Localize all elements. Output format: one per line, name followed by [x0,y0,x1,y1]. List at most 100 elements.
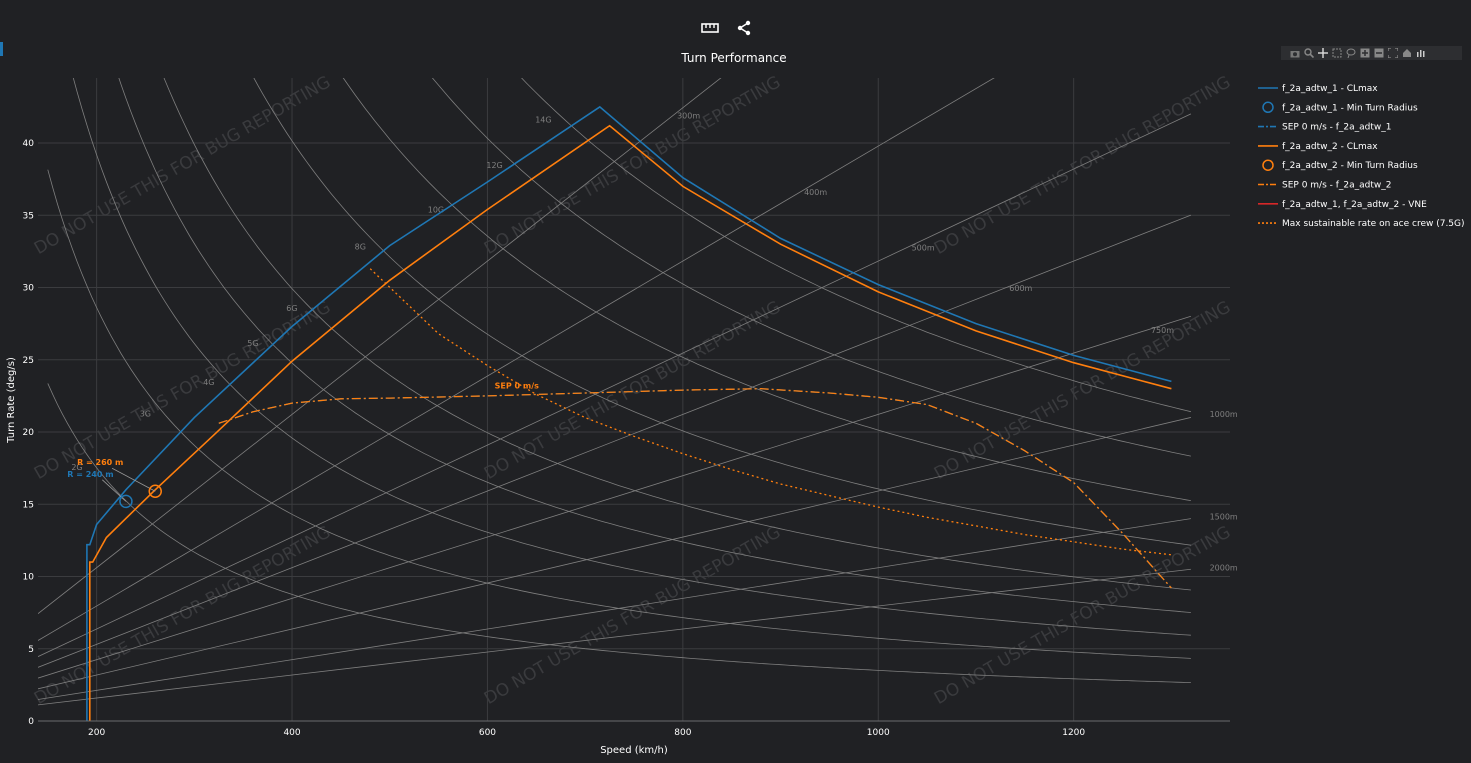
legend-label: SEP 0 m/s - f_2a_adtw_2 [1282,181,1392,191]
watermark-text: DO NOT USE THIS FOR BUG REPORTING [931,522,1234,709]
radius-iso-line [38,518,1191,700]
x-tick-label: 1200 [1062,728,1085,738]
g-iso-line [342,78,1191,501]
marker-arrow [102,479,127,502]
legend-symbol [1262,101,1274,114]
g-iso-label: 12G [486,161,502,170]
legend-item[interactable]: f_2a_adtw_1 - CLmax [1258,84,1378,94]
reset-axes-icon[interactable] [1401,48,1412,59]
zoom-icon[interactable] [1303,48,1314,59]
legend[interactable]: f_2a_adtw_1 - CLmax f_2a_adtw_1 - Min Tur… [1258,84,1465,229]
radius-iso-label: 600m [1009,284,1032,293]
g-iso-line [47,383,1191,683]
g-iso-line [431,78,1191,457]
g-iso-label: 10G [428,206,444,215]
iso-lines [38,78,1192,706]
radius-iso-line [38,78,722,614]
g-iso-label: 2G [71,463,82,472]
watermark-text: DO NOT USE THIS FOR BUG REPORTING [31,297,334,484]
series-line [89,124,1172,721]
legend-label: f_2a_adtw_2 - Min Turn Radius [1282,161,1418,171]
plotly-logo-icon[interactable] [1415,48,1426,59]
marker-label: R = 240 m [67,470,113,479]
legend-label: f_2a_adtw_1 - Min Turn Radius [1282,103,1418,113]
radius-iso-label: 400m [804,188,827,197]
lasso-icon[interactable] [1345,48,1356,59]
series-layer [86,105,1172,721]
share-icon[interactable] [734,18,754,38]
marker-label: R = 260 m [77,458,123,467]
box-select-icon[interactable] [1331,48,1342,59]
legend-item[interactable]: Max sustainable rate on ace crew (7.5G) [1258,219,1465,229]
g-iso-line [253,78,1191,546]
series-line [86,105,1172,721]
legend-label: f_2a_adtw_1 - CLmax [1282,84,1378,94]
legend-item[interactable]: f_2a_adtw_2 - CLmax [1258,142,1378,152]
legend-label: Max sustainable rate on ace crew (7.5G) [1282,219,1465,229]
g-iso-line [72,78,1191,636]
pan-icon[interactable] [1317,48,1328,59]
watermark-text: DO NOT USE THIS FOR BUG REPORTING [481,522,784,709]
radius-iso-line [38,417,1192,690]
zoom-out-icon[interactable] [1373,48,1384,59]
x-tick-label: 1000 [867,728,890,738]
watermark-layer: DO NOT USE THIS FOR BUG REPORTING DO NOT … [31,72,1234,709]
g-iso-line [163,78,1191,591]
legend-symbol [1262,159,1274,171]
min-turn-radius-marker [148,484,162,499]
plot-modebar [1281,46,1462,60]
radius-iso-label: 300m [677,111,700,120]
g-iso-label: 5G [247,339,258,348]
axes-layer: 200 400 600 800 1000 1200 0 5 10 15 20 25 30 35 40 [23,139,1230,738]
ruler-icon[interactable] [700,18,720,38]
radius-iso-line [38,214,1192,668]
y-tick-label: 10 [23,573,35,583]
legend-item[interactable]: SEP 0 m/s - f_2a_adtw_1 [1258,123,1392,133]
radius-iso-label: 1000m [1210,410,1238,419]
y-tick-label: 40 [23,139,35,149]
legend-label: SEP 0 m/s - f_2a_adtw_1 [1282,123,1392,133]
x-tick-label: 800 [674,728,691,738]
g-iso-label: 4G [203,378,214,387]
legend-item[interactable]: f_2a_adtw_1, f_2a_adtw_2 - VNE [1258,200,1427,210]
top-toolbar [700,18,754,38]
x-tick-label: 600 [479,728,496,738]
radius-iso-label: 750m [1151,326,1174,335]
chart-title: Turn Performance [680,51,786,65]
x-tick-label: 200 [88,728,105,738]
camera-icon[interactable] [1289,48,1300,59]
y-tick-label: 20 [23,428,35,438]
legend-item[interactable]: f_2a_adtw_2 - Min Turn Radius [1262,159,1418,171]
legend-item[interactable]: f_2a_adtw_1 - Min Turn Radius [1262,101,1418,114]
left-accent-bar [0,42,3,56]
iso-labels: 2G 3G 4G 5G 6G 8G 10G 12G 14G 300m 400m 500m 600m 750… [71,111,1238,572]
watermark-text: DO NOT USE THIS FOR BUG REPORTING [31,522,334,709]
g-iso-label: 6G [286,304,297,313]
radius-iso-line [38,113,1192,657]
g-iso-label: 14G [535,116,551,125]
y-tick-label: 30 [23,284,35,294]
g-iso-label: 8G [355,242,366,251]
zoom-in-icon[interactable] [1359,48,1370,59]
watermark-text: DO NOT USE THIS FOR BUG REPORTING [31,72,334,259]
series-line [218,388,1172,589]
min-turn-radius-marker [119,494,133,509]
g-iso-line [521,78,1191,413]
x-tick-label: 400 [283,728,300,738]
y-tick-label: 5 [28,645,34,655]
y-tick-label: 15 [23,500,34,510]
y-tick-label: 35 [23,211,34,221]
x-axis-label: Speed (km/h) [600,745,668,756]
y-axis-label: Turn Rate (deg/s) [6,357,17,444]
radius-iso-label: 2000m [1210,563,1238,572]
radius-iso-line [38,315,1192,679]
radius-iso-line [38,78,995,641]
series-line [369,268,1172,556]
legend-label: f_2a_adtw_1, f_2a_adtw_2 - VNE [1282,200,1427,210]
radius-iso-line [38,568,1191,706]
marker-arrow [111,467,156,492]
legend-item[interactable]: SEP 0 m/s - f_2a_adtw_2 [1258,181,1392,191]
radius-iso-label: 1500m [1210,512,1238,521]
radius-iso-label: 500m [912,243,935,252]
